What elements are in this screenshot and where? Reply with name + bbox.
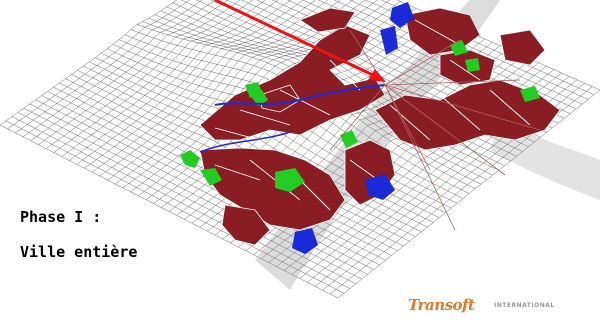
urban-block	[221, 204, 271, 246]
green-area	[450, 40, 468, 56]
red-arrow-icon	[214, 0, 386, 82]
water-body	[365, 174, 395, 200]
road	[384, 79, 521, 86]
water-body	[292, 228, 318, 254]
green-area	[180, 150, 200, 168]
green-area	[200, 168, 222, 186]
ridge-shade-east	[490, 120, 600, 200]
phase-scope-label: Ville entière	[20, 243, 138, 261]
urban-block	[199, 24, 386, 141]
water-bodies	[199, 2, 414, 254]
green-area	[275, 168, 305, 192]
road	[384, 84, 431, 171]
road	[384, 84, 506, 176]
logo-wordmark: Transoft	[408, 296, 475, 314]
water-body	[380, 26, 398, 55]
logo-subtitle: INTERNATIONAL	[494, 302, 555, 309]
road	[384, 84, 456, 231]
road-network	[329, 29, 541, 231]
road	[384, 84, 541, 131]
river	[214, 84, 386, 106]
urban-blocks	[199, 7, 561, 246]
urban-block	[499, 29, 546, 66]
road	[384, 39, 461, 86]
phase-label: Phase I :	[20, 208, 102, 226]
river-branch	[199, 131, 291, 153]
green-area	[245, 82, 262, 98]
road	[329, 84, 386, 151]
urban-block	[404, 7, 481, 56]
green-area	[340, 130, 358, 148]
transoft-logo: Transoft INTERNATIONAL	[408, 296, 578, 316]
green-areas	[180, 40, 540, 192]
water-body	[390, 2, 414, 28]
urban-block	[299, 7, 356, 33]
urban-block	[259, 84, 301, 113]
urban-block	[199, 147, 346, 231]
green-area	[520, 86, 540, 102]
arrow-shaft	[214, 0, 376, 78]
green-area	[465, 58, 480, 72]
arrow-head	[368, 69, 386, 82]
